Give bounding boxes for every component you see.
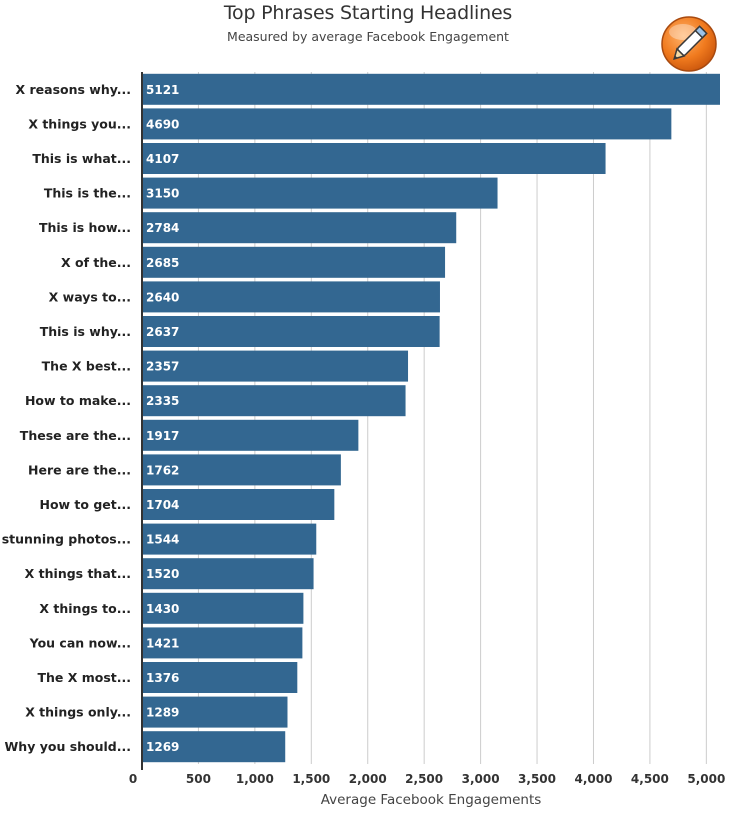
bar — [142, 177, 498, 209]
bar — [142, 350, 409, 382]
category-label: This is why... — [40, 324, 131, 339]
bar-value-label: 2357 — [146, 360, 179, 374]
bar-value-label: 1917 — [146, 429, 179, 443]
x-tick-label: 5,000 — [687, 772, 725, 786]
bar — [142, 558, 314, 590]
x-tick-label: 0 — [129, 772, 137, 786]
bar-value-label: 1421 — [146, 636, 179, 650]
bar-value-label: 2685 — [146, 256, 179, 270]
bar-value-label: 1704 — [146, 498, 179, 512]
category-label: This is how... — [39, 220, 131, 235]
chart-title: Top Phrases Starting Headlines — [223, 2, 513, 24]
bar — [142, 523, 317, 555]
category-label: The X most... — [37, 670, 131, 685]
category-label: How to get... — [39, 497, 131, 512]
bar — [142, 73, 720, 105]
chart-subtitle: Measured by average Facebook Engagement — [227, 29, 509, 44]
bar — [142, 246, 446, 278]
x-tick-label: 2,000 — [349, 772, 387, 786]
bar-value-label: 4107 — [146, 152, 179, 166]
bar-value-label: 5121 — [146, 83, 179, 97]
category-label: This is what... — [32, 151, 131, 166]
category-label: How to make... — [25, 393, 131, 408]
bar-value-label: 2335 — [146, 394, 179, 408]
x-tick-label: 3,000 — [462, 772, 500, 786]
bar — [142, 385, 406, 417]
x-tick-label: 3,500 — [518, 772, 556, 786]
category-label: Here are the... — [28, 462, 131, 477]
category-label: These are the... — [20, 428, 131, 443]
bar — [142, 108, 672, 140]
x-tick-label: 4,500 — [631, 772, 669, 786]
bar — [142, 281, 440, 313]
bar — [142, 454, 341, 486]
category-label: X things only... — [25, 705, 131, 720]
category-label: X reasons why... — [16, 82, 131, 97]
category-label: You can now... — [29, 635, 131, 650]
bar-value-label: 3150 — [146, 187, 179, 201]
bar-value-label: 1289 — [146, 706, 179, 720]
bar-value-label: 1269 — [146, 740, 179, 754]
bar — [142, 696, 288, 728]
category-label: This is the... — [44, 186, 131, 201]
bar-value-label: 1430 — [146, 602, 179, 616]
bar-value-label: 2637 — [146, 325, 179, 339]
bar — [142, 627, 303, 659]
bar-value-label: 4690 — [146, 117, 179, 131]
bar — [142, 489, 335, 520]
x-tick-label: 1,000 — [236, 772, 274, 786]
bar — [142, 316, 440, 347]
category-label: X stunning photos... — [0, 532, 131, 547]
bar — [142, 143, 606, 174]
bar — [142, 662, 298, 693]
category-label: X of the... — [61, 255, 131, 270]
bar-value-label: 1376 — [146, 671, 179, 685]
bar — [142, 419, 359, 451]
bar-value-label: 2640 — [146, 290, 179, 304]
bar — [142, 592, 304, 624]
bar-value-label: 1520 — [146, 567, 179, 581]
category-label: Why you should... — [5, 739, 131, 754]
bar — [142, 212, 457, 244]
x-tick-label: 4,000 — [574, 772, 612, 786]
x-axis-label: Average Facebook Engagements — [320, 792, 542, 808]
bar — [142, 731, 286, 763]
category-label: X things to... — [39, 601, 131, 616]
category-label: The X best... — [42, 359, 131, 374]
x-tick-label: 500 — [186, 772, 211, 786]
category-label: X things you... — [28, 116, 131, 131]
bar-value-label: 2784 — [146, 221, 179, 235]
x-tick-label: 2,500 — [405, 772, 443, 786]
bar-value-label: 1762 — [146, 463, 179, 477]
x-tick-label: 1,500 — [292, 772, 330, 786]
pencil-icon — [661, 16, 717, 72]
category-label: X ways to... — [49, 289, 131, 304]
bar-value-label: 1544 — [146, 533, 179, 547]
category-label: X things that... — [25, 566, 131, 581]
